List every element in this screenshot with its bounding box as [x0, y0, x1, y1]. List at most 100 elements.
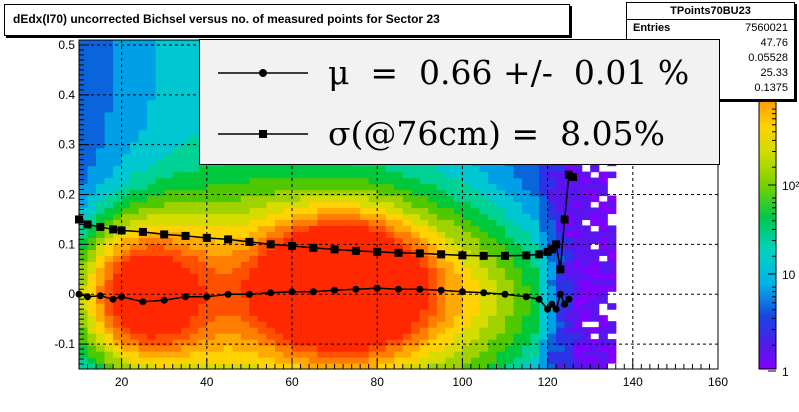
heatmap-cell	[105, 154, 114, 161]
heatmap-cell	[352, 261, 361, 268]
heatmap-cell	[105, 112, 114, 119]
heatmap-cell	[164, 172, 173, 179]
heatmap-cell	[139, 58, 148, 65]
heatmap-cell	[181, 70, 190, 77]
heatmap-cell	[369, 339, 378, 346]
heatmap-cell	[113, 357, 122, 364]
heatmap-cell	[531, 309, 540, 316]
heatmap-cell	[122, 267, 131, 274]
heatmap-cell	[343, 207, 352, 214]
heatmap-cell	[283, 166, 292, 173]
heatmap-cell	[164, 207, 173, 214]
heatmap-cell	[147, 339, 156, 346]
heatmap-cell	[156, 267, 165, 274]
heatmap-cell	[156, 112, 165, 119]
heatmap-cell	[164, 52, 173, 59]
heatmap-cell	[130, 64, 139, 71]
heatmap-cell	[139, 333, 148, 340]
heatmap-cell	[130, 327, 139, 334]
heatmap-cell	[590, 309, 599, 316]
heatmap-cell	[488, 207, 497, 214]
heatmap-cell	[292, 345, 301, 352]
heatmap-cell	[275, 315, 284, 322]
heatmap-cell	[266, 249, 275, 256]
heatmap-cell	[283, 202, 292, 209]
heatmap-cell	[411, 327, 420, 334]
heatmap-cell	[531, 184, 540, 191]
heatmap-cell	[360, 202, 369, 209]
heatmap-cell	[505, 267, 514, 274]
heatmap-cell	[343, 196, 352, 203]
heatmap-cell	[122, 178, 131, 185]
heatmap-cell	[309, 172, 318, 179]
heatmap-cell	[249, 267, 258, 274]
heatmap-cell	[292, 261, 301, 268]
heatmap-cell	[479, 202, 488, 209]
heatmap-cell	[318, 196, 327, 203]
heatmap-cell	[249, 255, 258, 262]
heatmap-cell	[113, 255, 122, 262]
heatmap-cell	[249, 285, 258, 292]
heatmap-cell	[386, 309, 395, 316]
heatmap-cell	[428, 172, 437, 179]
heatmap-cell	[258, 231, 267, 238]
heatmap-cell	[105, 130, 114, 137]
heatmap-cell	[139, 130, 148, 137]
heatmap-cell	[105, 196, 114, 203]
heatmap-cell	[352, 327, 361, 334]
heatmap-cell	[599, 297, 608, 304]
heatmap-cell	[514, 172, 523, 179]
heatmap-cell	[113, 118, 122, 125]
heatmap-cell	[352, 315, 361, 322]
heatmap-cell	[232, 339, 241, 346]
heatmap-cell	[437, 202, 446, 209]
heatmap-cell	[556, 339, 565, 346]
heatmap-cell	[88, 136, 97, 143]
heatmap-cell	[488, 267, 497, 274]
heatmap-cell	[488, 297, 497, 304]
heatmap-cell	[96, 46, 105, 53]
heatmap-cell	[147, 70, 156, 77]
heatmap-cell	[352, 196, 361, 203]
heatmap-cell	[360, 213, 369, 220]
heatmap-cell	[437, 273, 446, 280]
heatmap-cell	[249, 196, 258, 203]
heatmap-cell	[88, 237, 97, 244]
heatmap-cell	[275, 225, 284, 232]
heatmap-cell	[522, 207, 531, 214]
heatmap-cell	[531, 357, 540, 364]
heatmap-cell	[105, 207, 114, 214]
heatmap-cell	[471, 273, 480, 280]
heatmap-cell	[326, 172, 335, 179]
heatmap-cell	[122, 172, 131, 179]
heatmap-cell	[462, 190, 471, 197]
heatmap-cell	[215, 219, 224, 226]
heatmap-cell	[309, 333, 318, 340]
heatmap-cell	[496, 172, 505, 179]
heatmap-cell	[232, 166, 241, 173]
heatmap-cell	[156, 76, 165, 83]
heatmap-cell	[139, 202, 148, 209]
heatmap-cell	[207, 339, 216, 346]
heatmap-cell	[156, 58, 165, 65]
heatmap-cell	[335, 196, 344, 203]
heatmap-cell	[130, 130, 139, 137]
heatmap-cell	[105, 52, 114, 59]
heatmap-cell	[130, 118, 139, 125]
heatmap-cell	[113, 196, 122, 203]
heatmap-cell	[181, 261, 190, 268]
heatmap-cell	[582, 184, 591, 191]
heatmap-cell	[301, 321, 310, 328]
heatmap-cell	[113, 219, 122, 226]
heatmap-cell	[377, 196, 386, 203]
heatmap-cell	[88, 345, 97, 352]
heatmap-cell	[249, 309, 258, 316]
heatmap-cell	[531, 267, 540, 274]
heatmap-cell	[122, 166, 131, 173]
heatmap-cell	[394, 207, 403, 214]
heatmap-cell	[318, 315, 327, 322]
heatmap-cell	[198, 273, 207, 280]
heatmap-cell	[445, 172, 454, 179]
heatmap-cell	[505, 207, 514, 214]
heatmap-cell	[147, 106, 156, 113]
